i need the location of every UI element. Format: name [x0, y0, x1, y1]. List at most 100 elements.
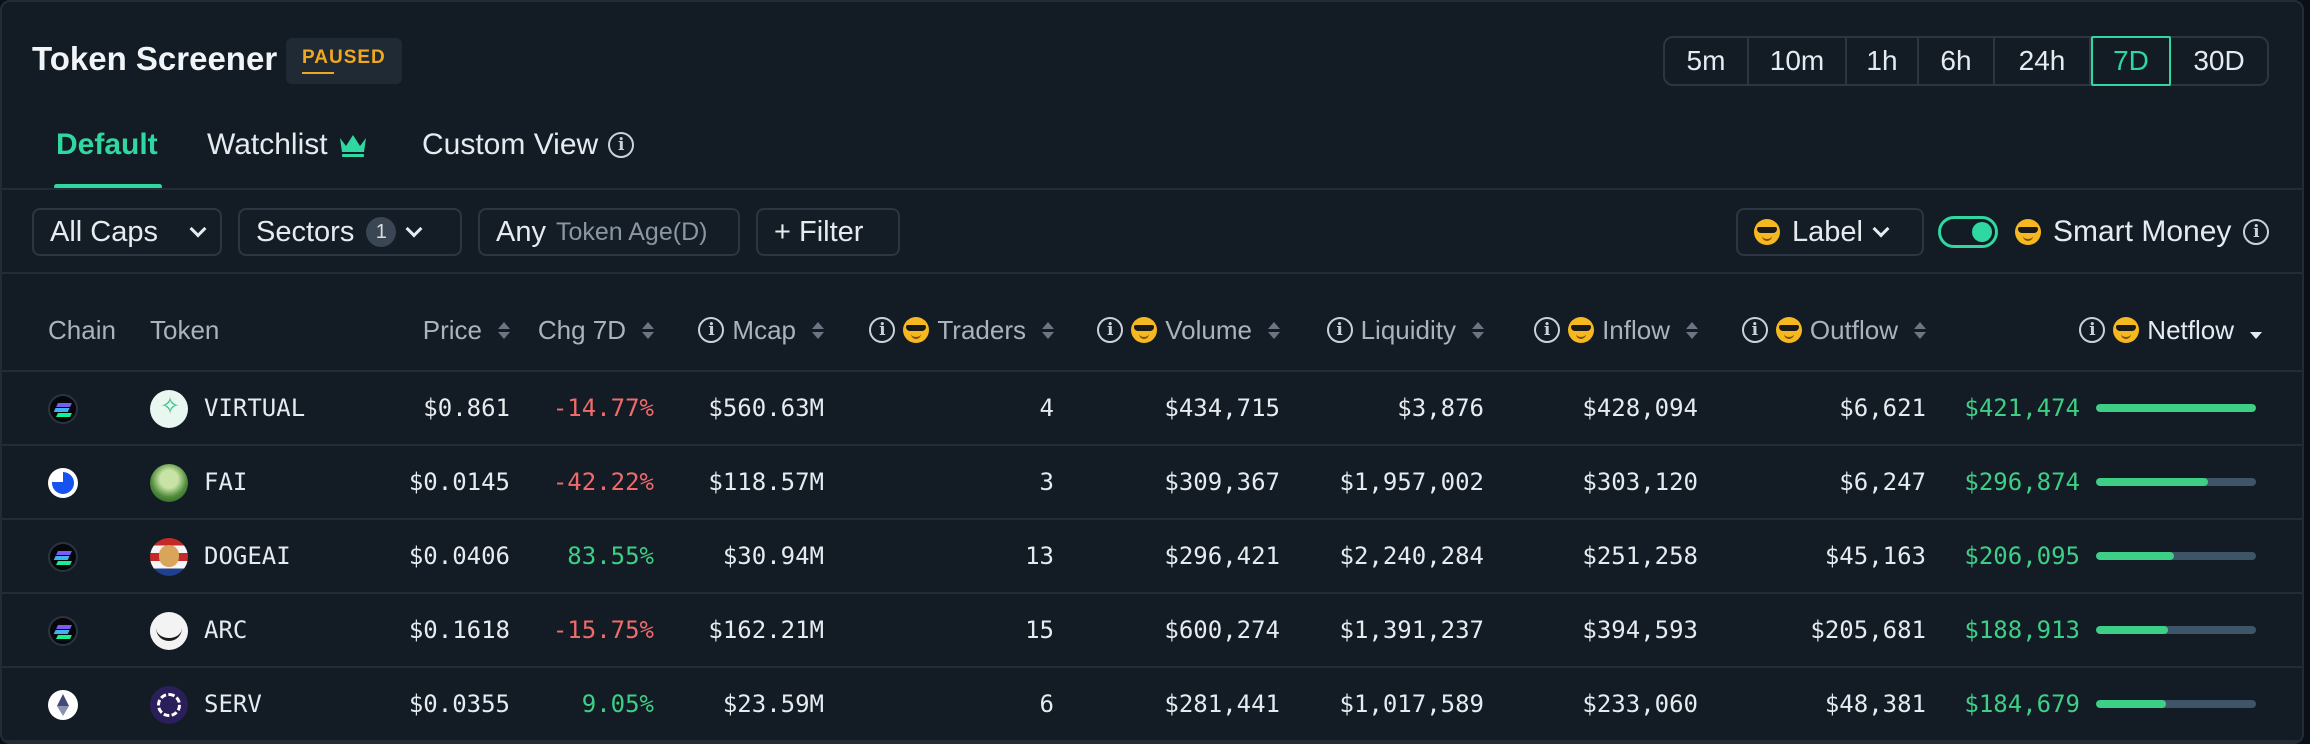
inflow-cell: $428,094 — [1582, 394, 1698, 422]
outflow-cell: $205,681 — [1810, 616, 1926, 644]
change-cell: -14.77% — [552, 394, 654, 422]
mcap-cell: $162.21M — [708, 616, 824, 644]
info-icon[interactable]: i — [1097, 317, 1124, 343]
tab-custom-view[interactable]: Custom View i — [422, 128, 635, 162]
token-symbol[interactable]: SERV — [204, 690, 262, 718]
column-header-traders[interactable]: i Traders — [852, 314, 1054, 346]
time-range-7d[interactable]: 7D — [2091, 36, 2171, 86]
tab-default[interactable]: Default — [56, 128, 158, 162]
table-row[interactable]: DOGEAI $0.0406 83.55% $30.94M 13 $296,42… — [2, 520, 2302, 594]
outflow-cell: $6,621 — [1839, 394, 1926, 422]
sort-icon — [1914, 321, 1926, 339]
tab-watchlist[interactable]: Watchlist — [207, 128, 368, 162]
sort-icon — [1268, 321, 1280, 339]
sunglasses-emoji-icon — [1775, 317, 1802, 343]
netflow-bar — [2096, 552, 2256, 560]
volume-cell: $309,367 — [1164, 468, 1280, 496]
base-chain-icon — [48, 468, 78, 498]
inflow-cell: $303,120 — [1582, 468, 1698, 496]
caps-dropdown-label: All Caps — [50, 215, 158, 248]
tab-custom-view-label: Custom View — [422, 128, 599, 161]
column-header-mcap[interactable]: i Mcap — [682, 314, 824, 346]
smart-money-toggle[interactable] — [1938, 216, 1998, 248]
fai-token-icon — [150, 464, 188, 502]
traders-cell: 3 — [1039, 468, 1054, 496]
time-range-selector: 5m 10m 1h 6h 24h 7D 30D — [1663, 36, 2269, 86]
netflow-bar-fill — [2096, 700, 2167, 708]
netflow-bar — [2096, 478, 2256, 486]
sort-icon — [498, 321, 510, 339]
column-header-liquidity[interactable]: i Liquidity — [1320, 314, 1484, 346]
mcap-cell: $30.94M — [722, 542, 824, 570]
token-symbol[interactable]: ARC — [204, 616, 248, 644]
column-header-liquidity-label: Liquidity — [1360, 314, 1456, 345]
arc-token-icon — [150, 612, 188, 650]
table-row[interactable]: FAI $0.0145 -42.22% $118.57M 3 $309,367 … — [2, 446, 2302, 520]
token-symbol[interactable]: FAI — [204, 468, 248, 496]
label-dropdown[interactable]: Label — [1736, 208, 1924, 256]
netflow-cell: $188,913 — [1964, 616, 2080, 644]
time-range-30d[interactable]: 30D — [2193, 45, 2245, 76]
time-range-1h[interactable]: 1h — [1847, 38, 1919, 84]
price-cell: $0.861 — [423, 394, 510, 422]
netflow-bar — [2096, 626, 2256, 634]
column-header-price-label: Price — [422, 314, 482, 345]
column-header-inflow[interactable]: i Inflow — [1522, 314, 1698, 346]
info-icon[interactable]: i — [1741, 317, 1768, 343]
column-header-change-label: Chg 7D — [537, 314, 626, 345]
table-row[interactable]: SERV $0.0355 9.05% $23.59M 6 $281,441 $1… — [2, 668, 2302, 742]
table-row[interactable]: VIRTUAL $0.861 -14.77% $560.63M 4 $434,7… — [2, 372, 2302, 446]
time-range-6h[interactable]: 6h — [1919, 38, 1995, 84]
view-tabs: Default Watchlist Custom View i — [2, 114, 2302, 190]
netflow-bar-fill — [2096, 626, 2168, 634]
column-header-volume[interactable]: i Volume — [1092, 314, 1280, 346]
inflow-cell: $251,258 — [1582, 542, 1698, 570]
time-range-24h[interactable]: 24h — [1995, 38, 2091, 84]
sort-icon — [812, 321, 824, 339]
caps-dropdown[interactable]: All Caps — [32, 208, 222, 256]
column-header-netflow[interactable]: i Netflow — [2062, 314, 2262, 346]
sunglasses-emoji-icon — [903, 317, 930, 343]
mcap-cell: $118.57M — [708, 468, 824, 496]
add-filter-button[interactable]: + Filter — [756, 208, 900, 256]
column-header-price[interactable]: Price — [382, 314, 510, 346]
serv-token-icon — [150, 686, 188, 724]
status-badge-underline — [302, 72, 334, 74]
mcap-cell: $23.59M — [722, 690, 824, 718]
token-symbol[interactable]: DOGEAI — [204, 542, 291, 570]
info-icon[interactable]: i — [698, 317, 725, 343]
time-range-5m[interactable]: 5m — [1665, 38, 1749, 84]
smart-money-label: Smart Money — [2053, 215, 2232, 248]
column-header-outflow[interactable]: i Outflow — [1732, 314, 1926, 346]
info-icon[interactable]: i — [2079, 317, 2106, 343]
column-header-outflow-label: Outflow — [1809, 314, 1898, 345]
column-header-change[interactable]: Chg 7D — [522, 314, 654, 346]
table-row[interactable]: ARC $0.1618 -15.75% $162.21M 15 $600,274… — [2, 594, 2302, 668]
sunglasses-emoji-icon — [1754, 219, 1780, 245]
outflow-cell: $48,381 — [1824, 690, 1926, 718]
table-header: Chain Token Price Chg 7D i Mcap i Trader… — [2, 274, 2302, 372]
sort-descending-icon — [2250, 322, 2262, 339]
token-age-filter[interactable]: Any Token Age(D) — [478, 208, 740, 256]
info-icon[interactable]: i — [869, 317, 896, 343]
sunglasses-emoji-icon — [1131, 317, 1158, 343]
price-cell: $0.1618 — [408, 616, 510, 644]
smart-money-label-group: Smart Money i — [2015, 210, 2270, 254]
info-icon[interactable]: i — [1326, 317, 1353, 343]
netflow-bar — [2096, 700, 2256, 708]
sunglasses-emoji-icon — [2015, 219, 2041, 245]
solana-chain-icon — [48, 394, 78, 424]
sectors-dropdown-label: Sectors — [256, 215, 355, 248]
liquidity-cell: $3,876 — [1397, 394, 1484, 422]
netflow-cell: $296,874 — [1964, 468, 2080, 496]
info-icon[interactable]: i — [1534, 317, 1561, 343]
divider — [2, 370, 2302, 372]
price-cell: $0.0145 — [408, 468, 510, 496]
token-symbol[interactable]: VIRTUAL — [204, 394, 306, 422]
page-title: Token Screener — [32, 40, 278, 77]
info-icon[interactable]: i — [2243, 219, 2270, 245]
info-icon[interactable]: i — [608, 132, 635, 158]
liquidity-cell: $1,957,002 — [1339, 468, 1485, 496]
sectors-dropdown[interactable]: Sectors 1 — [238, 208, 462, 256]
time-range-10m[interactable]: 10m — [1749, 38, 1847, 84]
